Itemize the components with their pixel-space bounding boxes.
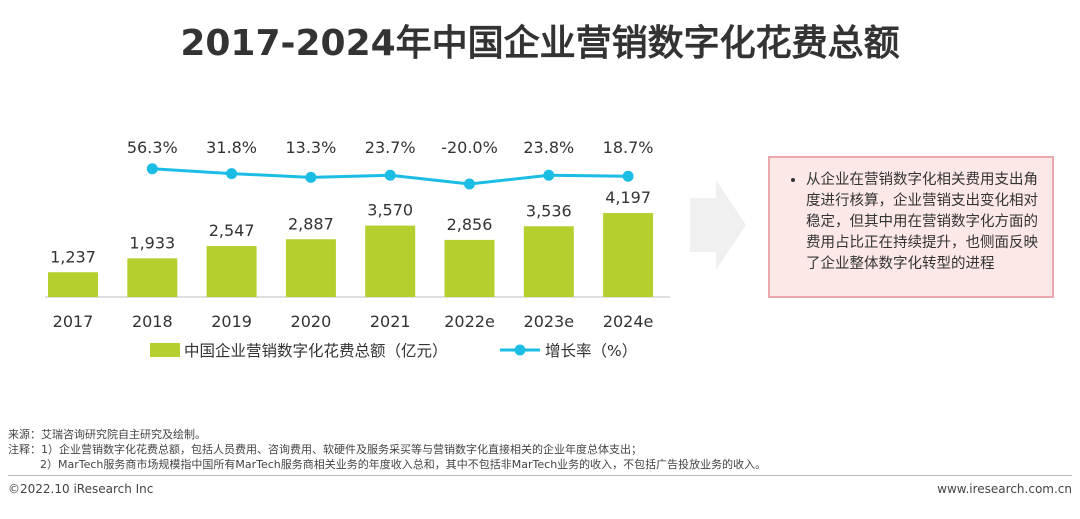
footnote-2: 2）MarTech服务商市场规模指中国所有MarTech服务商相关业务的年度收入…: [40, 458, 767, 471]
footer-divider: [8, 475, 1072, 476]
bar-2021: [365, 225, 416, 297]
bar-2024e: [603, 213, 654, 297]
x-tick-label-2020: 2020: [291, 312, 332, 331]
x-tick-label-2022e: 2022e: [444, 312, 495, 331]
x-tick-label-2018: 2018: [132, 312, 173, 331]
website-link[interactable]: www.iresearch.com.cn: [937, 482, 1072, 496]
legend-bar-swatch: [150, 343, 180, 357]
chart: 1,237 2017 1,933 2018 2,547 2019 2,887 2020 3,57…: [45, 138, 670, 360]
growth-label-2019: 31.8%: [206, 138, 257, 157]
bar-2018: [127, 258, 178, 297]
bar-value-label-2023e: 3,536: [526, 201, 572, 220]
page-title: 2017-2024年中国企业营销数字化花费总额: [180, 23, 900, 64]
growth-point-2023e: [543, 169, 555, 181]
growth-point-2024e: [622, 170, 634, 182]
x-tick-label-2017: 2017: [53, 312, 94, 331]
bar-value-label-2018: 1,933: [129, 233, 175, 252]
source-note: 来源：艾瑞咨询研究院自主研究及绘制。: [8, 428, 206, 441]
growth-label-2018: 56.3%: [127, 138, 178, 157]
growth-label-2020: 13.3%: [285, 138, 336, 157]
footnote-1: 注释：1）企业营销数字化花费总额，包括人员费用、咨询费用、软硬件及服务采买等与营…: [8, 443, 642, 456]
bar-value-label-2017: 1,237: [50, 247, 96, 266]
legend-bar-label: 中国企业营销数字化花费总额（亿元）: [184, 342, 448, 360]
insight-note-text: 从企业在营销数字化相关费用支出角度进行核算，企业营销支出变化相对稳定，但其中用在…: [806, 170, 1038, 275]
arrow-right-icon: [690, 180, 746, 270]
growth-label-2021: 23.7%: [365, 138, 416, 157]
bar-value-label-2019: 2,547: [209, 221, 255, 240]
bar-2022e: [444, 239, 495, 297]
copyright: ©2022.10 iResearch Inc: [8, 482, 154, 496]
bar-2017: [48, 272, 98, 297]
growth-point-2022e: [464, 178, 475, 190]
growth-label-2024e: 18.7%: [603, 138, 654, 157]
bar-2019: [206, 246, 257, 297]
legend-line-label: 增长率（%）: [545, 342, 637, 360]
bar-2023e: [523, 226, 574, 297]
bar-value-label-2024e: 4,197: [605, 188, 651, 207]
x-tick-label-2021: 2021: [370, 312, 411, 331]
growth-point-2019: [226, 168, 238, 180]
growth-point-2020: [305, 171, 317, 183]
bar-value-label-2020: 2,887: [288, 214, 334, 233]
insight-note-box: 从企业在营销数字化相关费用支出角度进行核算，企业营销支出变化相对稳定，但其中用在…: [768, 156, 1054, 298]
bar-value-label-2021: 3,570: [367, 201, 413, 220]
legend-line-marker: [514, 344, 526, 356]
growth-label-2023e: 23.8%: [523, 138, 574, 157]
bar-2020: [285, 239, 336, 297]
growth-point-2018: [146, 163, 158, 175]
x-tick-label-2024e: 2024e: [603, 312, 654, 331]
x-tick-label-2019: 2019: [211, 312, 252, 331]
growth-label-2022e: -20.0%: [441, 138, 498, 157]
x-tick-label-2023e: 2023e: [524, 312, 575, 331]
footer-notes: 来源：艾瑞咨询研究院自主研究及绘制。 注释：1）企业营销数字化花费总额，包括人员…: [8, 427, 766, 472]
bar-value-label-2022e: 2,856: [447, 215, 493, 234]
growth-point-2021: [384, 169, 396, 181]
